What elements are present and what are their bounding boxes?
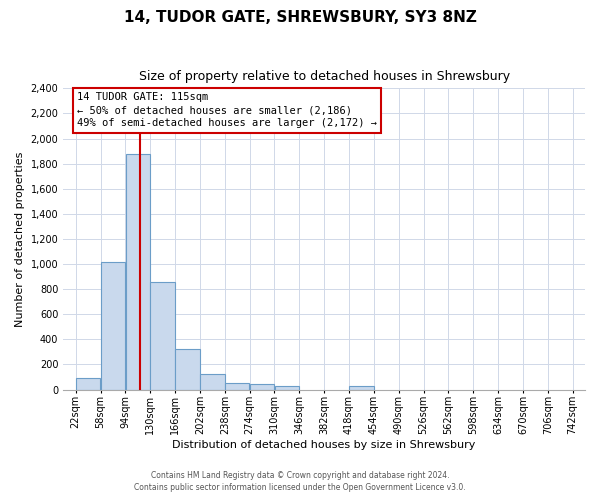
- Title: Size of property relative to detached houses in Shrewsbury: Size of property relative to detached ho…: [139, 70, 510, 83]
- Text: 14 TUDOR GATE: 115sqm
← 50% of detached houses are smaller (2,186)
49% of semi-d: 14 TUDOR GATE: 115sqm ← 50% of detached …: [77, 92, 377, 128]
- Bar: [275, 386, 299, 390]
- Bar: [200, 374, 224, 390]
- Bar: [101, 262, 125, 390]
- X-axis label: Distribution of detached houses by size in Shrewsbury: Distribution of detached houses by size …: [172, 440, 476, 450]
- Bar: [76, 378, 100, 390]
- Bar: [125, 154, 150, 390]
- Text: Contains HM Land Registry data © Crown copyright and database right 2024.
Contai: Contains HM Land Registry data © Crown c…: [134, 471, 466, 492]
- Bar: [250, 384, 274, 390]
- Text: 14, TUDOR GATE, SHREWSBURY, SY3 8NZ: 14, TUDOR GATE, SHREWSBURY, SY3 8NZ: [124, 10, 476, 25]
- Bar: [225, 382, 250, 390]
- Y-axis label: Number of detached properties: Number of detached properties: [15, 151, 25, 326]
- Bar: [349, 386, 374, 390]
- Bar: [151, 282, 175, 390]
- Bar: [175, 350, 200, 390]
